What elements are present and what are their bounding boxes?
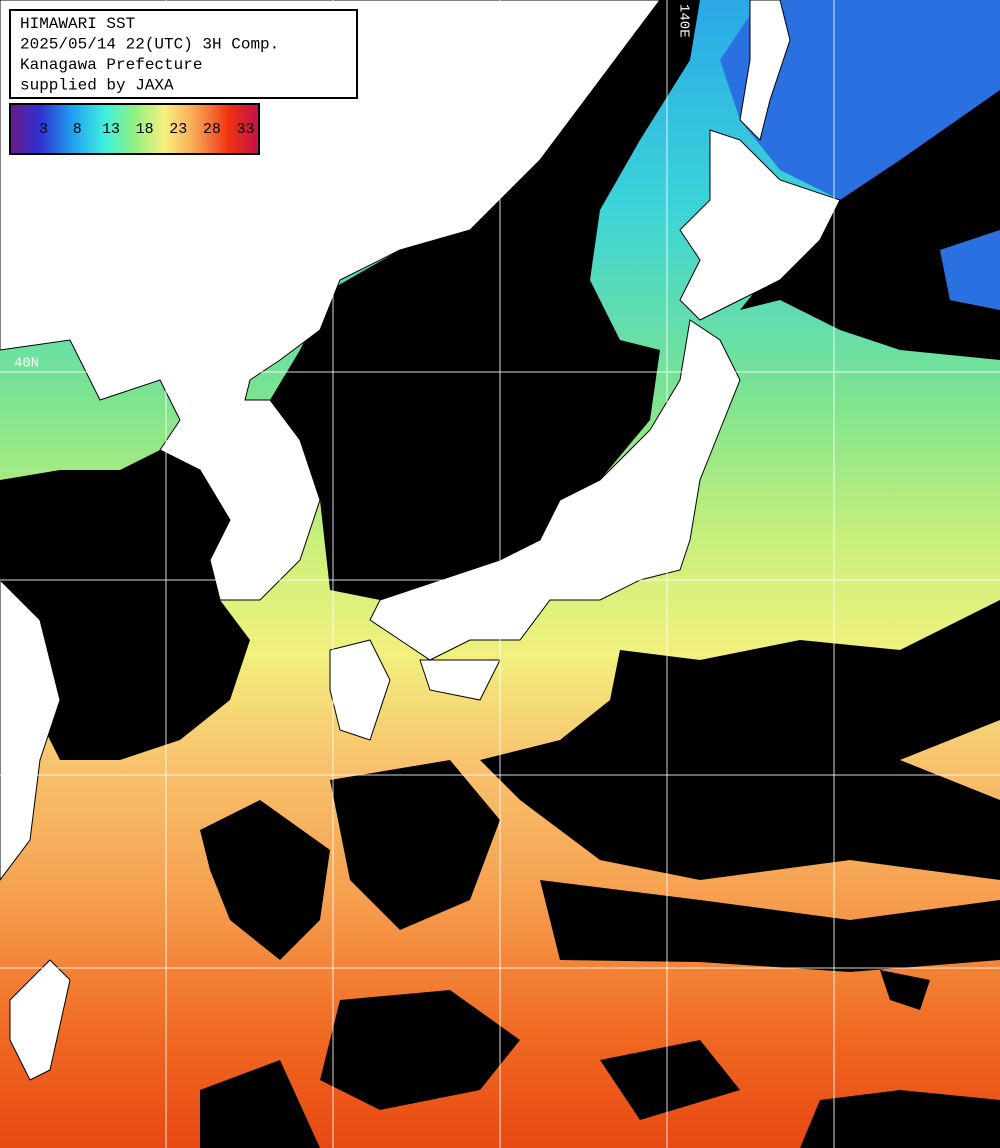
- colorbar-tick-label: 23: [169, 121, 187, 138]
- info-line: 2025/05/14 22(UTC) 3H Comp.: [20, 36, 279, 54]
- info-line: supplied by JAXA: [20, 77, 174, 95]
- info-line: Kanagawa Prefecture: [20, 56, 202, 74]
- colorbar-tick-label: 8: [73, 121, 82, 138]
- colorbar: [9, 103, 260, 155]
- info-line: HIMAWARI SST: [20, 15, 135, 33]
- colorbar-tick-label: 28: [203, 121, 221, 138]
- colorbar-tick-label: 33: [237, 121, 255, 138]
- info-text: HIMAWARI SST 2025/05/14 22(UTC) 3H Comp. K…: [20, 15, 279, 95]
- cold-water: [940, 230, 1000, 310]
- info-box: [9, 9, 358, 99]
- colorbar-tick-label: 3: [39, 121, 48, 138]
- longitude-label: 140E: [675, 4, 691, 38]
- colorbar-tick-label: 18: [136, 121, 154, 138]
- cold-water: [720, 0, 1000, 200]
- colorbar-ticks: 3 8 13 18 23 28 33: [39, 121, 254, 138]
- colorbar-tick-label: 13: [102, 121, 120, 138]
- latitude-label: 40N: [14, 356, 39, 372]
